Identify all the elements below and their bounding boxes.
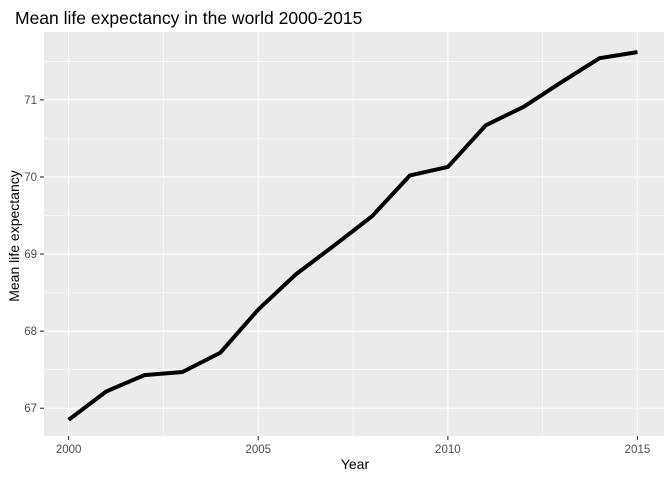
y-tick-label: 69 bbox=[24, 249, 37, 261]
series-layer bbox=[67, 50, 638, 422]
y-tick-label: 70 bbox=[24, 172, 37, 184]
y-tick-label: 68 bbox=[24, 326, 37, 338]
major-gridlines bbox=[44, 32, 664, 436]
plot-panel bbox=[44, 32, 664, 436]
y-axis-title: Mean life expectancy bbox=[6, 170, 22, 302]
x-tick-label: 2015 bbox=[625, 444, 651, 456]
y-tick-label: 67 bbox=[24, 403, 37, 415]
x-axis-title: Year bbox=[341, 456, 370, 472]
x-tick-label: 2000 bbox=[56, 444, 82, 456]
series-line bbox=[67, 50, 638, 422]
x-tick-labels: 2000 2005 2010 2015 bbox=[56, 444, 650, 456]
x-tick-label: 2010 bbox=[435, 444, 461, 456]
y-tick-label: 71 bbox=[24, 95, 37, 107]
x-tick-label: 2005 bbox=[245, 444, 271, 456]
y-tick-labels: 67 68 69 70 71 bbox=[24, 95, 37, 415]
chart-title: Mean life expectancy in the world 2000-2… bbox=[15, 8, 362, 28]
axis-ticks bbox=[40, 99, 639, 440]
